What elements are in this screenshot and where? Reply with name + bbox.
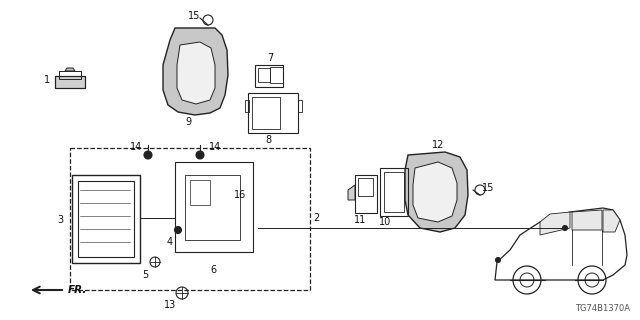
Text: 13: 13	[164, 300, 176, 310]
Polygon shape	[65, 68, 75, 71]
Bar	[55, 76, 85, 88]
Text: 5: 5	[142, 270, 148, 280]
Text: 15: 15	[188, 11, 200, 21]
Text: 15: 15	[482, 183, 494, 193]
Text: 2: 2	[313, 213, 319, 223]
Text: 10: 10	[379, 217, 391, 227]
Bar	[175, 162, 253, 252]
Text: 1: 1	[44, 75, 50, 85]
Text: 3: 3	[57, 215, 63, 225]
Polygon shape	[348, 185, 355, 200]
Bar	[380, 168, 408, 216]
Text: 4: 4	[167, 237, 173, 247]
Text: 9: 9	[185, 117, 191, 127]
Text: TG74B1370A: TG74B1370A	[575, 304, 630, 313]
Circle shape	[196, 151, 204, 159]
Polygon shape	[163, 28, 228, 115]
Polygon shape	[540, 212, 570, 235]
Bar	[358, 178, 373, 196]
Bar	[255, 65, 283, 87]
Bar	[258, 68, 270, 82]
Polygon shape	[405, 152, 468, 232]
Bar	[78, 181, 134, 257]
Circle shape	[495, 258, 500, 262]
Bar	[252, 97, 280, 129]
Bar	[298, 100, 302, 112]
Text: 12: 12	[432, 140, 444, 150]
Circle shape	[175, 227, 182, 234]
Polygon shape	[55, 76, 85, 88]
Text: 7: 7	[267, 53, 273, 63]
Bar	[248, 93, 298, 133]
Bar	[72, 175, 140, 263]
Text: 16: 16	[234, 190, 246, 200]
Bar	[245, 100, 249, 112]
Circle shape	[144, 151, 152, 159]
Bar	[355, 175, 377, 213]
Text: FR.: FR.	[68, 285, 88, 295]
Polygon shape	[177, 42, 215, 104]
Text: 11: 11	[354, 215, 366, 225]
Bar	[185, 175, 240, 240]
Text: 6: 6	[210, 265, 216, 275]
Bar	[190, 180, 210, 205]
Bar	[270, 67, 283, 83]
Bar	[384, 172, 404, 212]
Text: 14: 14	[130, 142, 142, 152]
Text: 14: 14	[209, 142, 221, 152]
Text: 8: 8	[265, 135, 271, 145]
Polygon shape	[603, 210, 620, 232]
Circle shape	[563, 226, 568, 230]
Bar	[70, 148, 310, 290]
Polygon shape	[572, 210, 602, 230]
Bar	[59, 71, 81, 79]
Polygon shape	[413, 162, 457, 222]
